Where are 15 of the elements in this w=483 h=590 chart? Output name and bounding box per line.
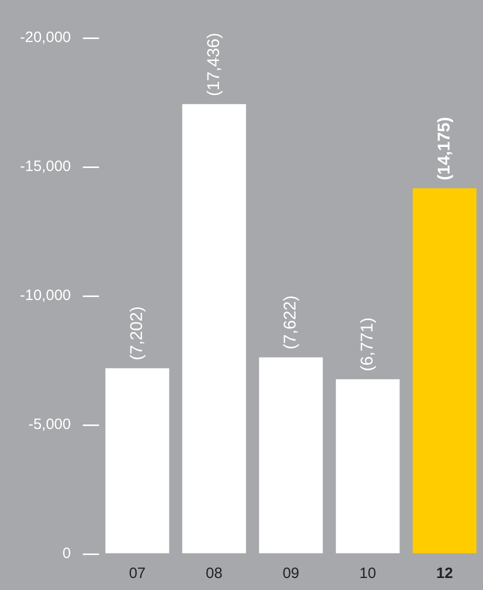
- x-tick-label: 10: [359, 565, 376, 582]
- x-tick-label: 09: [282, 565, 300, 582]
- y-tick-label: -5,000: [28, 416, 71, 434]
- x-tick-label: 12: [436, 565, 453, 582]
- data-label: (7,622): [280, 295, 300, 350]
- x-tick-label: 08: [206, 565, 222, 582]
- y-tick-label: 0: [62, 545, 71, 562]
- data-label: (14,175): [434, 116, 454, 180]
- data-label: (17,436): [204, 32, 223, 96]
- data-label: (6,771): [357, 317, 376, 372]
- y-tick-label: -15,000: [20, 158, 71, 176]
- data-label: (7,202): [126, 306, 146, 360]
- x-tick-label: 07: [128, 565, 146, 582]
- y-tick-label: -10,000: [20, 287, 71, 304]
- y-tick-label: -20,000: [20, 29, 71, 46]
